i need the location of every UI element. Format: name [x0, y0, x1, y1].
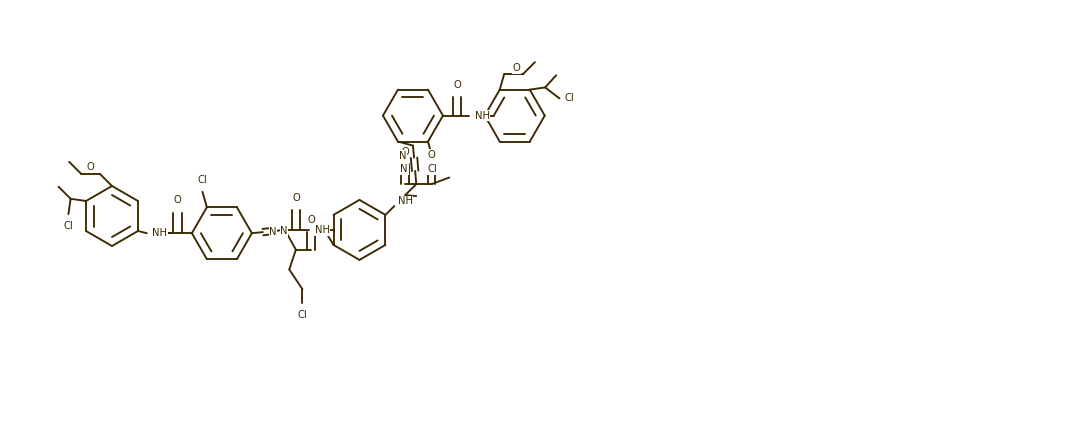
Text: O: O [427, 150, 436, 159]
Text: NH: NH [475, 111, 490, 121]
Text: Cl: Cl [298, 310, 308, 320]
Text: Cl: Cl [564, 93, 574, 104]
Text: N: N [281, 226, 288, 236]
Text: O: O [86, 162, 94, 172]
Text: O: O [174, 196, 181, 205]
Text: O: O [453, 80, 461, 90]
Text: N: N [400, 164, 408, 174]
Text: O: O [308, 215, 315, 225]
Text: O: O [292, 193, 300, 203]
Text: Cl: Cl [427, 164, 437, 174]
Text: Cl: Cl [197, 175, 207, 185]
Text: Cl: Cl [64, 221, 73, 231]
Text: O: O [401, 147, 409, 157]
Text: N: N [399, 151, 407, 161]
Text: NH: NH [398, 196, 413, 206]
Text: NH: NH [315, 225, 329, 235]
Text: O: O [513, 63, 520, 73]
Text: N: N [269, 227, 276, 237]
Text: NH: NH [152, 228, 167, 238]
